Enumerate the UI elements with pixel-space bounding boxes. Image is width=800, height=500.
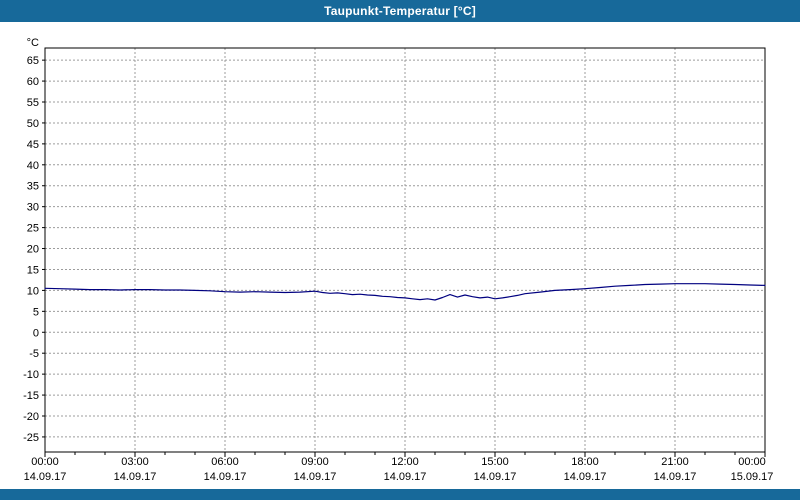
x-tick-time-label: 03:00 <box>121 456 149 468</box>
y-tick-label: 55 <box>27 97 39 109</box>
y-tick-label: 15 <box>27 264 39 276</box>
x-tick-time-label: 18:00 <box>571 456 599 468</box>
x-tick-date-label: 15.09.17 <box>731 471 774 483</box>
bottom-bar <box>0 489 800 500</box>
x-tick-date-label: 14.09.17 <box>564 471 607 483</box>
y-tick-label: 5 <box>33 306 39 318</box>
y-tick-label: -15 <box>23 390 39 402</box>
title-bar: Taupunkt-Temperatur [°C] <box>0 0 800 22</box>
x-tick-date-label: 14.09.17 <box>474 471 517 483</box>
y-tick-label: 65 <box>27 55 39 67</box>
y-tick-label: 0 <box>33 327 39 339</box>
x-tick-time-label: 06:00 <box>211 456 239 468</box>
chart-title: Taupunkt-Temperatur [°C] <box>324 4 476 18</box>
y-tick-label: -10 <box>23 369 39 381</box>
x-tick-time-label: 00:00 <box>738 456 766 468</box>
y-tick-label: 25 <box>27 223 39 235</box>
x-tick-time-label: 15:00 <box>481 456 509 468</box>
y-tick-label: 40 <box>27 160 39 172</box>
x-tick-time-label: 09:00 <box>301 456 329 468</box>
y-tick-label: 60 <box>27 76 39 88</box>
x-tick-date-label: 14.09.17 <box>654 471 697 483</box>
y-axis-unit-label: °C <box>27 37 39 49</box>
y-tick-label: 10 <box>27 285 39 297</box>
y-tick-label: 45 <box>27 139 39 151</box>
y-tick-label: 20 <box>27 244 39 256</box>
x-tick-date-label: 14.09.17 <box>24 471 67 483</box>
y-tick-label: -25 <box>23 432 39 444</box>
y-tick-label: -20 <box>23 411 39 423</box>
y-tick-label: -5 <box>29 348 39 360</box>
y-tick-label: 35 <box>27 181 39 193</box>
chart-area: °C65605550454035302520151050-5-10-15-20-… <box>0 22 800 489</box>
x-tick-time-label: 21:00 <box>661 456 689 468</box>
x-tick-date-label: 14.09.17 <box>204 471 247 483</box>
x-tick-date-label: 14.09.17 <box>384 471 427 483</box>
y-tick-label: 30 <box>27 202 39 214</box>
temperature-line <box>44 283 766 301</box>
x-tick-date-label: 14.09.17 <box>294 471 337 483</box>
x-tick-time-label: 00:00 <box>31 456 59 468</box>
x-tick-date-label: 14.09.17 <box>114 471 157 483</box>
x-tick-time-label: 12:00 <box>391 456 419 468</box>
y-tick-label: 50 <box>27 118 39 130</box>
